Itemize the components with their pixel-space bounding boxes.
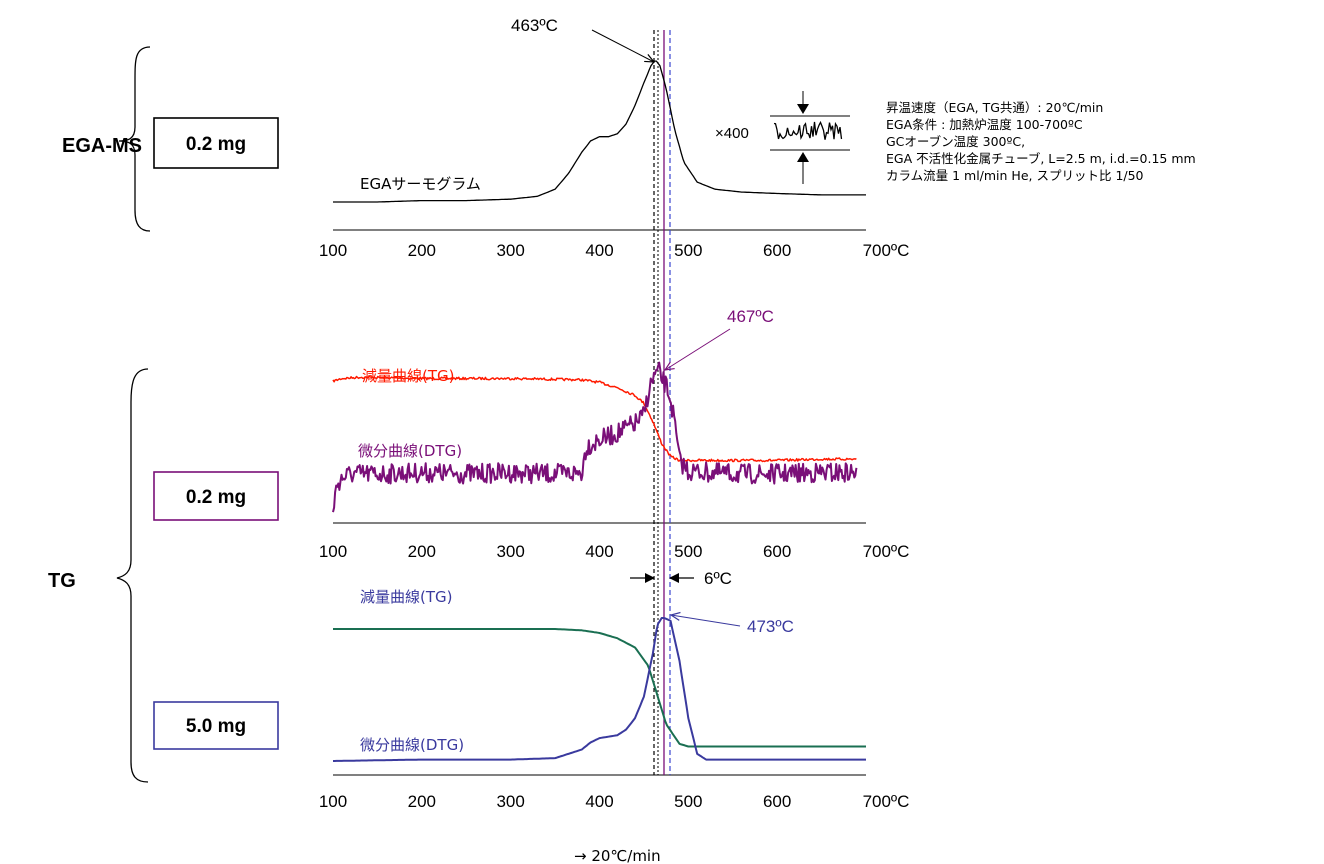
x-tick-label: 400 xyxy=(585,241,613,260)
series-line-1-1 xyxy=(332,361,858,513)
condition-line: EGA 不活性化金属チューブ, L=2.5 m, i.d.=0.15 mm xyxy=(886,151,1196,166)
conditions-block: 昇温速度（EGA, TG共通）: 20℃/min EGA条件 : 加熱炉温度 10… xyxy=(886,100,1196,183)
condition-line: EGA条件 : 加熱炉温度 100-700ºC xyxy=(886,117,1083,132)
series-line-0-0 xyxy=(333,60,866,203)
x-tick-label: 600 xyxy=(763,542,791,561)
x-tick-label: 200 xyxy=(408,542,436,561)
series-line-2-0 xyxy=(333,628,866,748)
peak-label-tg-large: 473ºC xyxy=(747,617,794,636)
x-tick-label: 700ºC xyxy=(863,241,910,260)
x-tick-label: 300 xyxy=(496,542,524,561)
heating-rate-note: → 20℃/min xyxy=(574,847,661,864)
x-tick-label: 100 xyxy=(319,241,347,260)
peak-arrow-tg-large xyxy=(671,615,741,627)
tg-curve-label-small: 減量曲線(TG) xyxy=(362,367,455,385)
section-label-tg: TG xyxy=(48,570,76,592)
ega-curve-label: EGAサーモグラム xyxy=(360,175,481,193)
sample-box-tg-small-label: 0.2 mg xyxy=(186,487,246,508)
x-tick-label: 500 xyxy=(674,792,702,811)
x-tick-label: 400 xyxy=(585,542,613,561)
noise-inset-up-arrow-head xyxy=(797,152,809,162)
sample-box-tg-large xyxy=(153,701,279,750)
noise-inset: ×400 xyxy=(715,91,850,184)
x-tick-label: 100 xyxy=(319,542,347,561)
noise-trace xyxy=(773,120,843,141)
x-tick-label: 700ºC xyxy=(863,542,910,561)
peak-arrow-ega xyxy=(591,29,654,62)
x-tick-label: 200 xyxy=(408,792,436,811)
x-tick-label: 200 xyxy=(408,241,436,260)
condition-line: カラム流量 1 ml/min He, スプリット比 1/50 xyxy=(886,168,1144,183)
sample-box-tg-small xyxy=(153,471,279,521)
x-tick-label: 600 xyxy=(763,792,791,811)
peak-label-ega: 463ºC xyxy=(511,16,558,35)
peak-label-tg-small: 467ºC xyxy=(727,307,774,326)
x-tick-label: 100 xyxy=(319,792,347,811)
series-line-1-0 xyxy=(332,375,857,463)
tg-curve-label-large: 減量曲線(TG) xyxy=(360,588,453,606)
x-tick-label: 500 xyxy=(674,542,702,561)
egams-brace xyxy=(118,46,151,232)
sample-box-egams xyxy=(153,117,279,169)
x-tick-label: 700ºC xyxy=(863,792,910,811)
peak-arrow-tg-small xyxy=(665,328,731,370)
x-tick-label: 400 xyxy=(585,792,613,811)
noise-inset-label: ×400 xyxy=(715,125,749,142)
sample-box-tg-large-label: 5.0 mg xyxy=(186,716,246,737)
x-tick-label: 500 xyxy=(674,241,702,260)
noise-inset-down-arrow-head xyxy=(797,104,809,114)
dtg-curve-label-small: 微分曲線(DTG) xyxy=(358,442,462,460)
shift-label: 6ºC xyxy=(704,569,732,588)
x-tick-label: 300 xyxy=(496,241,524,260)
x-tick-label: 300 xyxy=(496,792,524,811)
tg-brace xyxy=(116,368,149,783)
condition-line: GCオーブン温度 300ºC, xyxy=(886,134,1025,149)
series-line-2-1 xyxy=(333,617,866,762)
sample-box-egams-label: 0.2 mg xyxy=(186,134,246,155)
condition-line: 昇温速度（EGA, TG共通）: 20℃/min xyxy=(886,100,1103,115)
x-tick-label: 600 xyxy=(763,241,791,260)
dtg-curve-label-large: 微分曲線(DTG) xyxy=(360,736,464,754)
